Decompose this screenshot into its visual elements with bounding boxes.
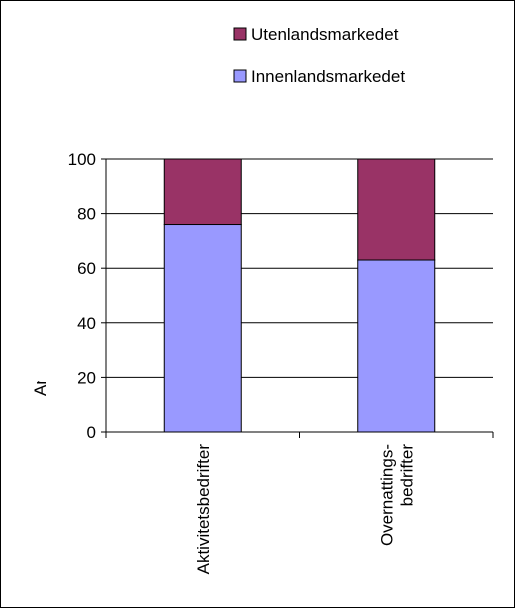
x-category-label: Aktivitetsbedrifter (194, 444, 213, 575)
y-tick-label: 100 (68, 150, 96, 169)
bar-utenlandsmarkedet (357, 158, 436, 261)
x-category-label-group: Overnattings-bedrifter (377, 444, 416, 546)
bar-innenlandsmarkedet (163, 224, 242, 433)
legend-swatch-innenlandsmarkedet (233, 69, 247, 83)
y-axis-title: Andel (%) av turistene (31, 229, 50, 396)
y-tick-label: 80 (77, 205, 96, 224)
bar-utenlandsmarkedet (163, 158, 242, 226)
x-category-label-group: Aktivitetsbedrifter (194, 444, 213, 575)
y-tick-label: 0 (87, 423, 96, 442)
legend-label-utenlandsmarkedet: Utenlandsmarkedet (251, 25, 399, 44)
legend-label-innenlandsmarkedet: Innenlandsmarkedet (251, 67, 405, 86)
x-category-label: bedrifter (397, 444, 416, 507)
legend-swatch-utenlandsmarkedet (233, 27, 247, 41)
bar-innenlandsmarkedet (357, 259, 436, 433)
y-tick-label: 40 (77, 314, 96, 333)
x-category-label: Overnattings- (377, 444, 396, 546)
y-tick-label: 20 (77, 368, 96, 387)
y-tick-label: 60 (77, 259, 96, 278)
